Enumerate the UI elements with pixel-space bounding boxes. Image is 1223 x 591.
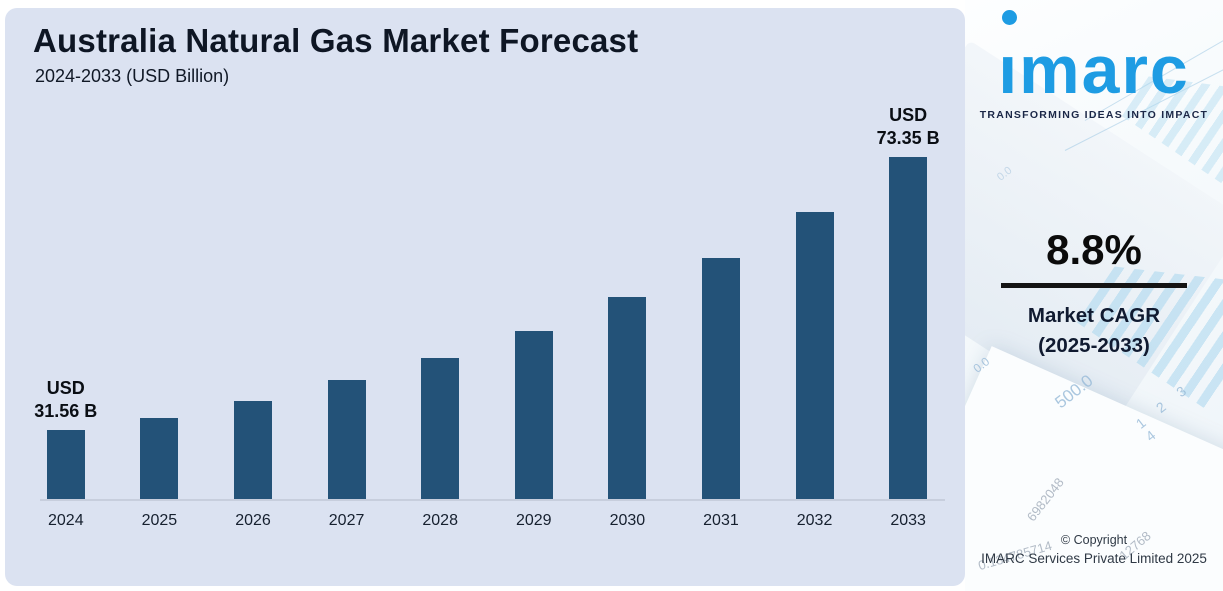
chart-panel: Australia Natural Gas Market Forecast 20… <box>5 8 965 586</box>
x-tick-label: 2025 <box>141 512 178 529</box>
chart-subtitle: 2024-2033 (USD Billion) <box>35 66 230 86</box>
logo-text: ımarc <box>998 32 1190 108</box>
bar-chart-plot: USD 31.56 B 2024 2025 2026 2027 2028 2029 2030 20… <box>19 105 955 529</box>
bar-2025 <box>140 418 179 500</box>
bar-column: 2028 <box>393 140 487 529</box>
logo-tagline: TRANSFORMING IDEAS INTO IMPACT <box>979 109 1209 121</box>
bar-2033 <box>889 157 928 500</box>
x-tick-label: 2031 <box>703 512 739 529</box>
bar-2032 <box>795 212 834 500</box>
copyright-line2: IMARC Services Private Limited 2025 <box>981 551 1207 567</box>
copyright-line1: © Copyright <box>1060 533 1128 548</box>
bar-column: 2032 <box>768 140 862 529</box>
chart-title: Australia Natural Gas Market Forecast <box>33 22 639 59</box>
bar-2024 <box>46 430 85 500</box>
x-tick-label: 2028 <box>422 512 458 529</box>
bar-column: USD 31.56 B 2024 <box>19 140 113 529</box>
bar-column: 2025 <box>113 140 207 529</box>
copyright-notice: © Copyright IMARC Services Private Limit… <box>965 531 1223 569</box>
watermark-number: 500.0 <box>1051 371 1097 413</box>
x-tick-label: 2024 <box>48 512 84 529</box>
x-tick-label: 2033 <box>890 512 926 529</box>
cagr-divider <box>1001 283 1187 288</box>
bar-2026 <box>233 401 272 500</box>
watermark-number: 0.0 <box>994 164 1015 184</box>
bar-column: 2029 <box>487 140 581 529</box>
bar-2028 <box>421 358 460 500</box>
brand-side-panel: 0.0 0.0 500.0 1 2 3 4 6982048 0.13478571… <box>965 0 1223 591</box>
bar-column: 2031 <box>674 140 768 529</box>
bar-column: 2027 <box>300 140 394 529</box>
x-tick-label: 2029 <box>515 512 552 529</box>
bar-2031 <box>701 258 740 500</box>
watermark-number: 6982048 <box>1023 474 1067 525</box>
cagr-value: 8.8% <box>1046 226 1142 273</box>
bar-value-label: USD 73.35 B <box>876 105 940 148</box>
x-tick-label: 2030 <box>609 512 646 529</box>
bar-column: USD 73.35 B 2033 <box>861 105 955 529</box>
bar-value-label: USD 31.56 B <box>34 378 98 421</box>
logo-dot-icon <box>1002 10 1017 25</box>
bar-2027 <box>327 380 366 500</box>
watermark-number: 1 2 3 4 <box>1132 378 1195 445</box>
bar-column: 2026 <box>206 140 300 529</box>
cagr-label-line2: (2025-2033) <box>1038 333 1150 357</box>
x-tick-label: 2027 <box>328 512 365 529</box>
bar-2029 <box>514 331 553 500</box>
x-tick-label: 2026 <box>235 512 271 529</box>
x-axis-line <box>40 499 945 501</box>
imarc-logo: ımarc TRANSFORMING IDEAS INTO IMPACT <box>965 8 1223 121</box>
bar-2030 <box>608 297 647 500</box>
cagr-callout: 8.8% Market CAGR (2025-2033) <box>965 226 1223 360</box>
bar-column: 2030 <box>581 140 675 529</box>
cagr-label-line1: Market CAGR <box>1027 304 1161 327</box>
x-tick-label: 2032 <box>796 512 833 529</box>
